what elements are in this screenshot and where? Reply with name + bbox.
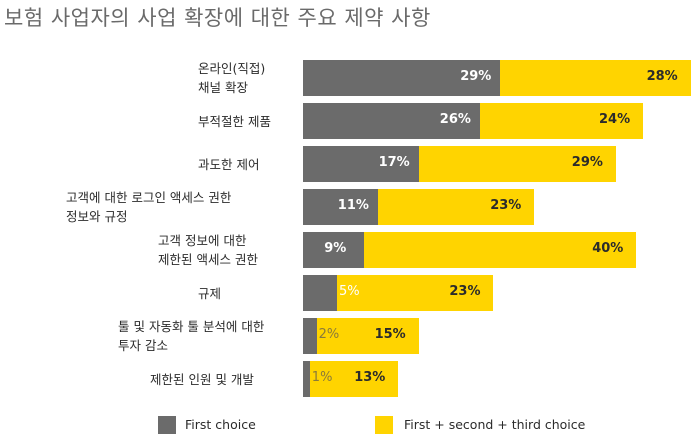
bar-cumulative-choice [418,146,616,182]
value-label-first-choice: 17% [378,155,410,170]
category-label: 제한된 인원 및 개발 [150,371,254,387]
value-label-first-choice: 2% [318,327,340,342]
legend-label-cumulative: First + second + third choice [404,417,586,432]
value-label-cumulative-choice: 29% [571,155,603,170]
bar-first-choice [303,318,317,354]
bar-first-choice [303,232,365,268]
bar-cumulative-choice [479,103,643,139]
value-label-first-choice: 29% [460,69,492,84]
value-label-first-choice: 5% [339,284,360,299]
bar-first-choice [303,361,310,397]
category-label: 부적절한 제품 [198,113,271,129]
legend-swatch-first [158,416,176,434]
value-label-first-choice: 1% [311,370,333,385]
category-label: 과도한 제어 [198,156,260,172]
value-label-first-choice: 11% [337,198,369,213]
value-label-cumulative-choice: 24% [599,112,631,127]
value-label-first-choice: 9% [324,241,347,256]
category-label: 규제 [198,285,222,301]
value-label-cumulative-choice: 15% [374,327,406,342]
value-label-cumulative-choice: 23% [449,284,481,299]
value-label-cumulative-choice: 40% [592,241,624,256]
bar-first-choice [303,189,378,225]
legend-label-first: First choice [185,417,256,432]
chart-title: 보험 사업자의 사업 확장에 대한 주요 제약 사항 [4,6,431,30]
value-label-cumulative-choice: 28% [646,69,678,84]
bar-cumulative-choice [500,60,691,96]
bar-cumulative-choice [309,361,399,397]
bar-cumulative-choice [377,189,535,225]
bar-first-choice [303,146,419,182]
category-label: 고객에 대한 로그인 액세스 권한 정보와 규정 [66,190,232,224]
bar-cumulative-choice [316,318,419,354]
category-label: 고객 정보에 대한 제한된 액세스 권한 [158,233,258,267]
bar-first-choice [303,275,337,311]
category-label: 온라인(직접) 채널 확장 [198,61,266,95]
bar-cumulative-choice [364,232,637,268]
bar-first-choice [303,103,480,139]
value-label-first-choice: 26% [439,112,471,127]
value-label-cumulative-choice: 23% [490,198,522,213]
bar-first-choice [303,60,501,96]
legend-swatch-cumulative [375,416,393,434]
value-label-cumulative-choice: 13% [354,370,386,385]
category-label: 툴 및 자동화 툴 분석에 대한 투자 감소 [118,319,265,353]
bar-cumulative-choice [337,275,494,311]
